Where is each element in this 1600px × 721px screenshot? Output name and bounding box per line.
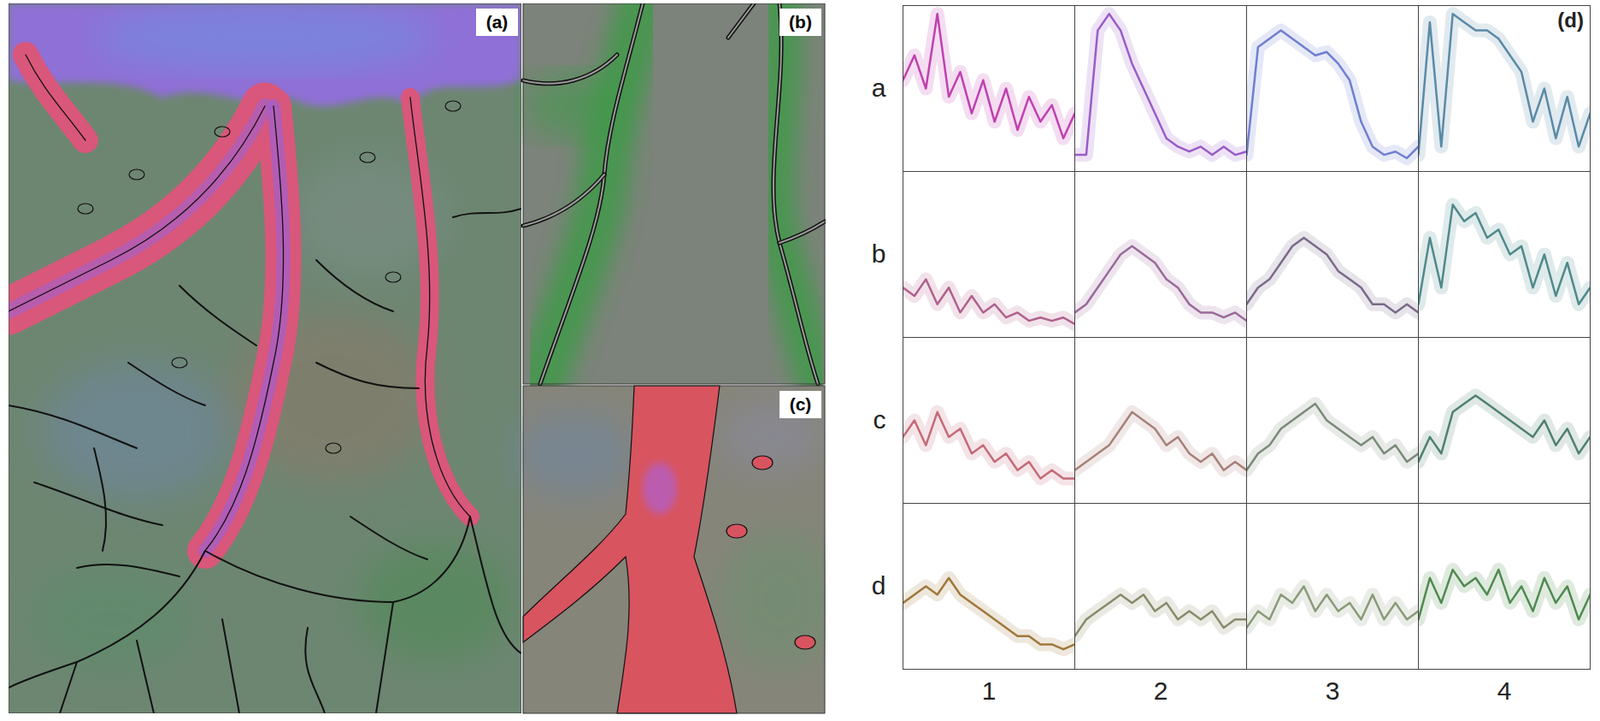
svg-text:1: 1 [982,676,997,705]
svg-text:b: b [871,239,887,268]
svg-text:2: 2 [1153,676,1169,705]
svg-text:(c): (c) [789,394,812,414]
svg-text:d: d [871,570,887,600]
svg-text:c: c [873,405,887,434]
svg-text:(a): (a) [486,11,509,32]
svg-text:(b): (b) [788,11,812,32]
html-text:(d): (d) [1557,8,1584,32]
svg-text:4: 4 [1497,676,1512,705]
svg-text:3: 3 [1325,676,1341,705]
svg-text:a: a [871,73,887,102]
